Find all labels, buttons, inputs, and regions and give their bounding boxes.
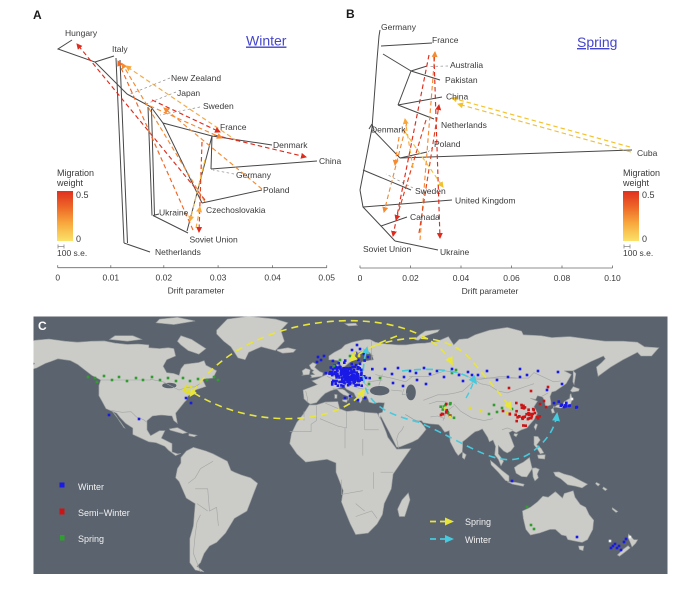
svg-text:Italy: Italy xyxy=(112,44,128,54)
svg-text:United Kingdom: United Kingdom xyxy=(455,196,515,206)
svg-text:0.02: 0.02 xyxy=(156,273,173,283)
svg-text:Denmark: Denmark xyxy=(371,125,406,135)
svg-text:Migration: Migration xyxy=(57,168,94,178)
svg-text:Drift parameter: Drift parameter xyxy=(168,286,225,296)
svg-text:New Zealand: New Zealand xyxy=(171,73,221,83)
svg-text:Soviet Union: Soviet Union xyxy=(363,244,411,254)
svg-text:Migration: Migration xyxy=(623,168,660,178)
svg-text:Netherlands: Netherlands xyxy=(441,120,487,130)
svg-text:0: 0 xyxy=(76,234,81,244)
svg-text:Ukraine: Ukraine xyxy=(159,208,189,218)
svg-text:China: China xyxy=(446,92,468,102)
svg-text:Winter: Winter xyxy=(78,482,104,492)
svg-text:France: France xyxy=(220,122,247,132)
svg-text:Sweden: Sweden xyxy=(415,186,446,196)
svg-text:0.06: 0.06 xyxy=(503,273,520,283)
svg-text:0.04: 0.04 xyxy=(453,273,470,283)
svg-text:France: France xyxy=(432,35,459,45)
svg-text:C: C xyxy=(38,319,47,333)
svg-text:0: 0 xyxy=(642,234,647,244)
svg-text:Hungary: Hungary xyxy=(65,28,98,38)
svg-text:Pakistan: Pakistan xyxy=(445,75,478,85)
svg-text:Winter: Winter xyxy=(246,33,287,49)
svg-text:0: 0 xyxy=(358,273,363,283)
svg-text:weight: weight xyxy=(622,178,650,188)
svg-text:A: A xyxy=(33,8,42,22)
svg-text:0.5: 0.5 xyxy=(76,190,89,200)
svg-text:0.01: 0.01 xyxy=(103,273,120,283)
svg-text:Drift parameter: Drift parameter xyxy=(462,286,519,296)
svg-text:China: China xyxy=(319,156,341,166)
svg-text:0: 0 xyxy=(55,273,60,283)
svg-text:Czechoslovakia: Czechoslovakia xyxy=(206,205,266,215)
svg-text:0.04: 0.04 xyxy=(264,273,281,283)
svg-text:B: B xyxy=(346,7,355,21)
svg-text:Denmark: Denmark xyxy=(273,140,308,150)
svg-text:Germany: Germany xyxy=(236,170,272,180)
svg-text:Cuba: Cuba xyxy=(637,148,658,158)
svg-text:weight: weight xyxy=(56,178,84,188)
svg-text:100 s.e.: 100 s.e. xyxy=(57,248,87,258)
svg-text:Netherlands: Netherlands xyxy=(155,247,201,257)
svg-text:Sweden: Sweden xyxy=(203,101,234,111)
svg-text:0.02: 0.02 xyxy=(402,273,419,283)
svg-text:Semi−Winter: Semi−Winter xyxy=(78,508,130,518)
svg-text:Ukraine: Ukraine xyxy=(440,247,470,257)
svg-text:Soviet Union: Soviet Union xyxy=(190,235,238,245)
svg-text:Poland: Poland xyxy=(263,185,290,195)
svg-text:0.03: 0.03 xyxy=(210,273,227,283)
svg-text:0.5: 0.5 xyxy=(642,190,655,200)
svg-text:0.08: 0.08 xyxy=(554,273,571,283)
svg-text:Japan: Japan xyxy=(177,88,200,98)
svg-text:100 s.e.: 100 s.e. xyxy=(623,248,653,258)
svg-text:Poland: Poland xyxy=(434,139,461,149)
svg-text:Spring: Spring xyxy=(78,534,104,544)
svg-text:Canada: Canada xyxy=(410,212,440,222)
svg-text:Australia: Australia xyxy=(450,60,483,70)
svg-text:Winter: Winter xyxy=(465,535,491,545)
svg-text:0.05: 0.05 xyxy=(318,273,335,283)
svg-text:Germany: Germany xyxy=(381,22,417,32)
svg-text:Spring: Spring xyxy=(465,517,491,527)
svg-text:Spring: Spring xyxy=(577,34,617,50)
svg-text:0.10: 0.10 xyxy=(604,273,621,283)
